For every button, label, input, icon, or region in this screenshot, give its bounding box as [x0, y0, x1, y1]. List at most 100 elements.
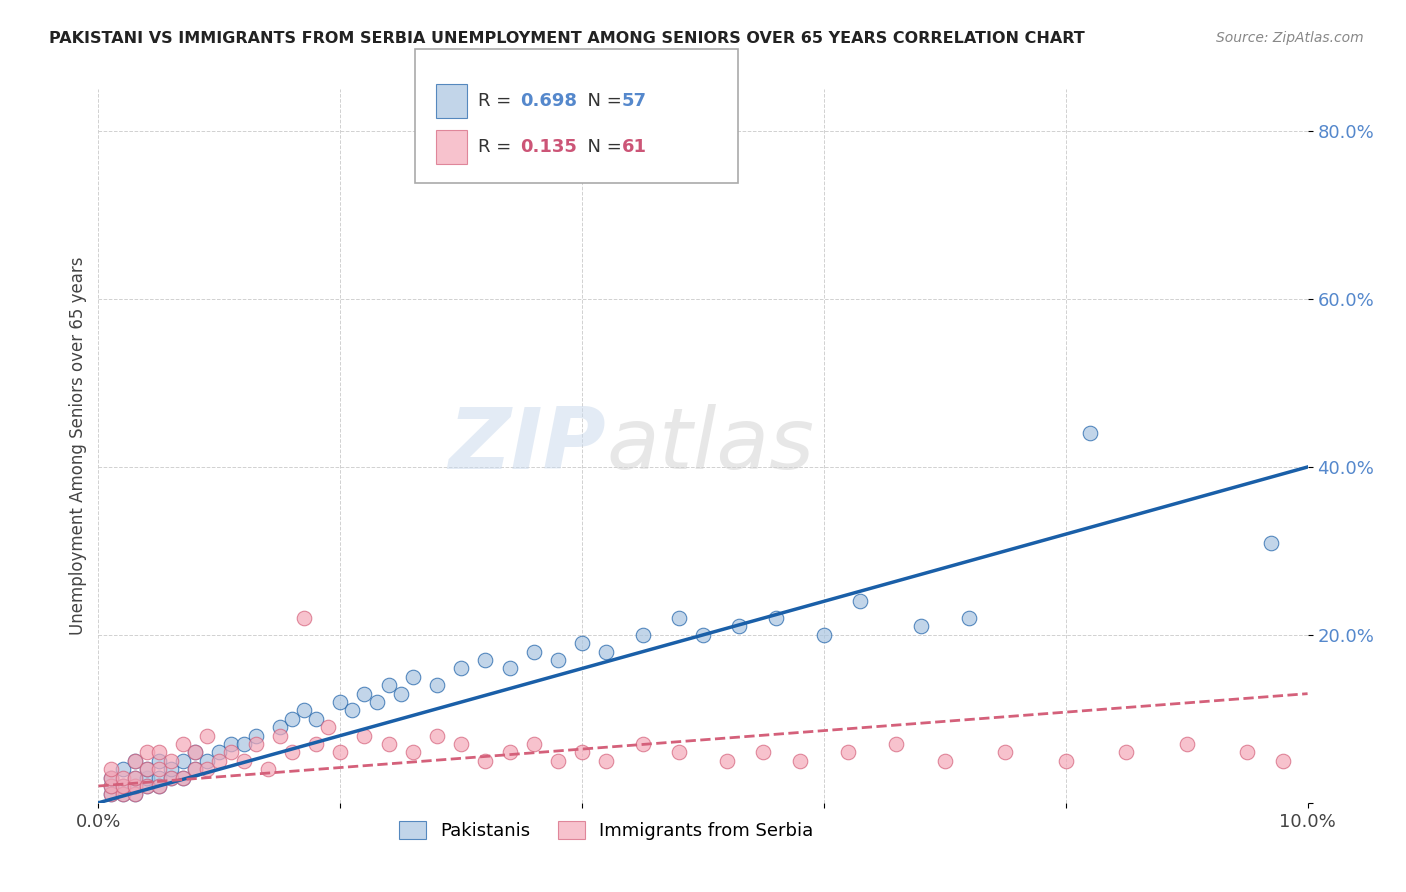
Point: [135, 779, 157, 793]
Point: [111, 788, 134, 802]
Point: [256, 762, 278, 776]
Point: [752, 746, 775, 760]
Point: [886, 737, 908, 751]
Point: [353, 729, 375, 743]
Point: [111, 779, 134, 793]
Point: [692, 628, 714, 642]
Point: [631, 737, 654, 751]
Point: [124, 771, 146, 785]
Text: ZIP: ZIP: [449, 404, 606, 488]
Point: [100, 762, 122, 776]
Point: [111, 779, 134, 793]
Point: [377, 737, 399, 751]
Point: [366, 695, 388, 709]
Point: [172, 771, 194, 785]
Point: [111, 771, 134, 785]
Point: [450, 737, 472, 751]
Point: [389, 687, 412, 701]
Point: [571, 746, 593, 760]
Text: N =: N =: [576, 92, 628, 110]
Point: [595, 645, 617, 659]
Point: [148, 779, 170, 793]
Point: [402, 746, 425, 760]
Point: [100, 779, 122, 793]
Text: PAKISTANI VS IMMIGRANTS FROM SERBIA UNEMPLOYMENT AMONG SENIORS OVER 65 YEARS COR: PAKISTANI VS IMMIGRANTS FROM SERBIA UNEM…: [49, 31, 1085, 46]
Point: [100, 779, 122, 793]
Point: [957, 611, 980, 625]
Point: [305, 737, 328, 751]
Point: [195, 729, 218, 743]
Point: [124, 779, 146, 793]
Text: 57: 57: [621, 92, 647, 110]
Point: [135, 771, 157, 785]
Text: Source: ZipAtlas.com: Source: ZipAtlas.com: [1216, 31, 1364, 45]
Point: [631, 628, 654, 642]
Point: [316, 720, 339, 734]
Point: [292, 611, 315, 625]
Point: [160, 771, 183, 785]
Y-axis label: Unemployment Among Seniors over 65 years: Unemployment Among Seniors over 65 years: [69, 257, 87, 635]
Point: [402, 670, 425, 684]
Point: [1054, 754, 1077, 768]
Point: [547, 653, 569, 667]
Point: [329, 695, 352, 709]
Point: [498, 661, 520, 675]
Point: [994, 746, 1017, 760]
Point: [728, 619, 751, 633]
Point: [329, 746, 352, 760]
Point: [221, 737, 243, 751]
Point: [100, 788, 122, 802]
Point: [789, 754, 811, 768]
Point: [1078, 426, 1101, 441]
Point: [124, 788, 146, 802]
Point: [450, 661, 472, 675]
Point: [160, 762, 183, 776]
Text: 0.698: 0.698: [520, 92, 578, 110]
Point: [184, 762, 207, 776]
Point: [232, 737, 254, 751]
Point: [1115, 746, 1137, 760]
Point: [523, 737, 546, 751]
Point: [148, 762, 170, 776]
Point: [716, 754, 738, 768]
Point: [1175, 737, 1198, 751]
Point: [668, 611, 690, 625]
Point: [184, 746, 207, 760]
Point: [135, 746, 157, 760]
Point: [124, 771, 146, 785]
Point: [135, 762, 157, 776]
Point: [135, 762, 157, 776]
Point: [111, 762, 134, 776]
Point: [245, 729, 267, 743]
Point: [668, 746, 690, 760]
Point: [172, 771, 194, 785]
Point: [849, 594, 872, 608]
Point: [342, 703, 364, 717]
Point: [172, 737, 194, 751]
Point: [208, 746, 231, 760]
Point: [292, 703, 315, 717]
Point: [135, 779, 157, 793]
Point: [281, 746, 304, 760]
Text: atlas: atlas: [606, 404, 814, 488]
Point: [305, 712, 328, 726]
Point: [281, 712, 304, 726]
Point: [1272, 754, 1295, 768]
Point: [124, 779, 146, 793]
Point: [595, 754, 617, 768]
Point: [124, 754, 146, 768]
Point: [474, 754, 496, 768]
Point: [269, 720, 291, 734]
Text: N =: N =: [576, 138, 628, 156]
Text: R =: R =: [478, 138, 517, 156]
Point: [353, 687, 375, 701]
Point: [523, 645, 546, 659]
Point: [100, 771, 122, 785]
Point: [208, 754, 231, 768]
Point: [100, 788, 122, 802]
Point: [148, 754, 170, 768]
Point: [571, 636, 593, 650]
Point: [221, 746, 243, 760]
Text: 0.135: 0.135: [520, 138, 576, 156]
Point: [100, 771, 122, 785]
